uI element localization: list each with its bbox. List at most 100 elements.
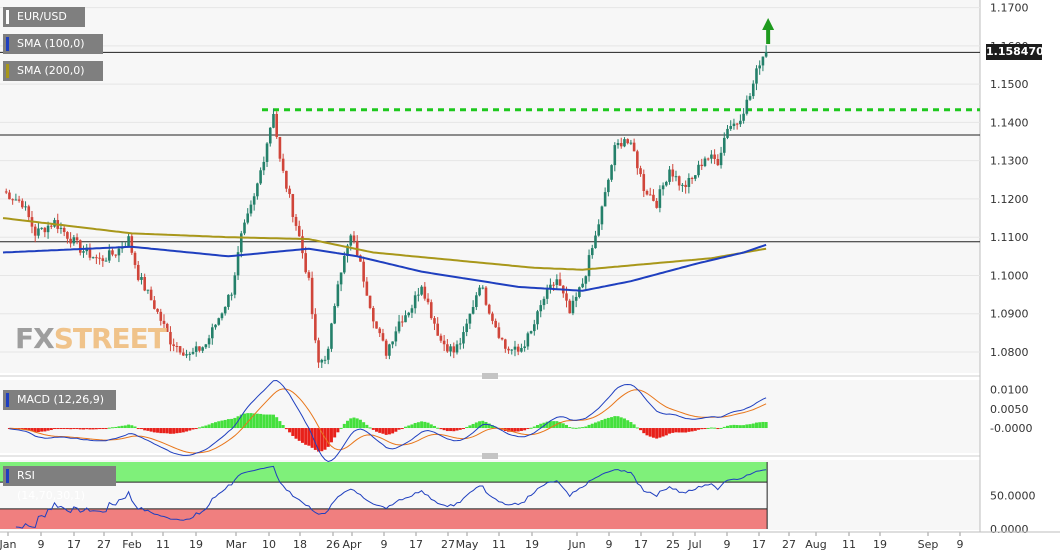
candle-body [130,236,134,253]
macd-histogram-bar [597,421,601,429]
x-tick-label: Apr [342,538,362,551]
macd-histogram-bar [716,428,720,430]
candle-body [677,176,681,186]
macd-histogram-bar [391,428,395,434]
macd-histogram-bar [655,428,659,439]
macd-histogram-bar [651,428,655,438]
candle-body [613,145,617,166]
macd-histogram-bar [600,420,604,429]
candle-body [146,289,150,291]
macd-histogram-bar [474,422,478,429]
macd-histogram-bar [626,420,630,429]
candle-body [307,272,311,278]
macd-histogram-bar [246,413,250,429]
candle-body [610,165,613,180]
macd-histogram-bar [65,428,69,430]
candle-body [536,311,539,325]
candle-body [378,328,382,334]
candle-body [648,194,652,196]
macd-histogram-bar [738,425,742,429]
price-tick-label: 1.1200 [990,193,1029,206]
macd-histogram-bar [410,424,414,429]
candle-body [223,306,227,314]
macd-histogram-bar [278,421,282,429]
x-tick-label: Jan [0,538,17,551]
macd-histogram-bar [622,418,626,429]
candle-body [623,139,626,147]
macd-tick-label: 0.0100 [990,384,1029,397]
candle-body [726,128,729,138]
macd-histogram-bar [565,424,568,429]
macd-tick-label: 0.0050 [990,403,1029,416]
macd-histogram-bar [82,428,85,430]
candle-body [275,113,278,137]
candle-body [397,321,401,332]
macd-histogram-bar [252,413,256,429]
macd-histogram-bar [358,419,362,429]
candle-body [243,222,246,234]
candle-body [706,158,710,160]
x-tick-label: 25 [666,538,680,551]
x-tick-label: 11 [492,538,506,551]
x-tick-label: 27 [782,538,796,551]
candle-body [665,181,668,186]
macd-histogram-bar [136,428,140,430]
macd-histogram-bar [548,421,552,429]
candle-body [500,337,504,340]
macd-histogram-bar [700,428,704,430]
macd-histogram-bar [149,428,153,432]
x-tick-label: 27 [97,538,111,551]
candle-body [297,225,301,237]
candle-body [27,206,31,218]
candle-body [182,352,185,356]
macd-histogram-bar [629,422,633,429]
candle-body [359,255,362,262]
candle-body [188,353,192,355]
candle-body [571,300,575,314]
macd-histogram-bar [603,418,607,429]
candle-body [381,333,385,341]
candle-body [713,154,716,159]
macd-histogram-bar [146,428,150,431]
candle-body [458,343,462,345]
macd-histogram-bar [532,426,536,429]
candle-body [455,344,459,353]
candle-body [487,304,491,314]
fxstreet-logo: FXSTREET [15,322,167,355]
candle-body [645,191,649,195]
candle-body [632,142,636,152]
macd-histogram-bar [668,428,672,434]
macd-histogram-bar [243,413,246,429]
candle-body [507,348,510,351]
candle-body [310,277,314,315]
macd-histogram-bar [85,428,89,430]
macd-histogram-bar [197,427,201,429]
candle-body [510,349,514,351]
macd-panel-bg [0,380,980,453]
last-price-box: 1.158470 [986,44,1044,60]
macd-histogram-bar [584,426,588,429]
x-tick-label: 17 [752,538,766,551]
candle-body [101,258,105,261]
candle-body [343,256,346,273]
macd-histogram-bar [259,413,263,429]
macd-histogram-bar [43,428,47,432]
candle-body [388,344,391,356]
candle-body [446,344,449,352]
x-tick-label: Aug [805,538,826,551]
candle-body [597,224,600,236]
candle-body [368,295,372,308]
macd-histogram-bar [387,428,391,435]
macd-histogram-bar [619,417,623,429]
macd-histogram-bar [394,428,398,432]
macd-histogram-bar [294,428,298,439]
macd-histogram-bar [352,417,356,429]
macd-histogram-bar [139,428,143,430]
candle-body [504,339,507,349]
candle-body [365,281,369,296]
candle-body [558,279,562,286]
candle-body [513,346,517,350]
price-tick-label: 1.1700 [990,2,1029,15]
macd-histogram-bar [297,428,301,441]
candle-body [259,170,262,184]
